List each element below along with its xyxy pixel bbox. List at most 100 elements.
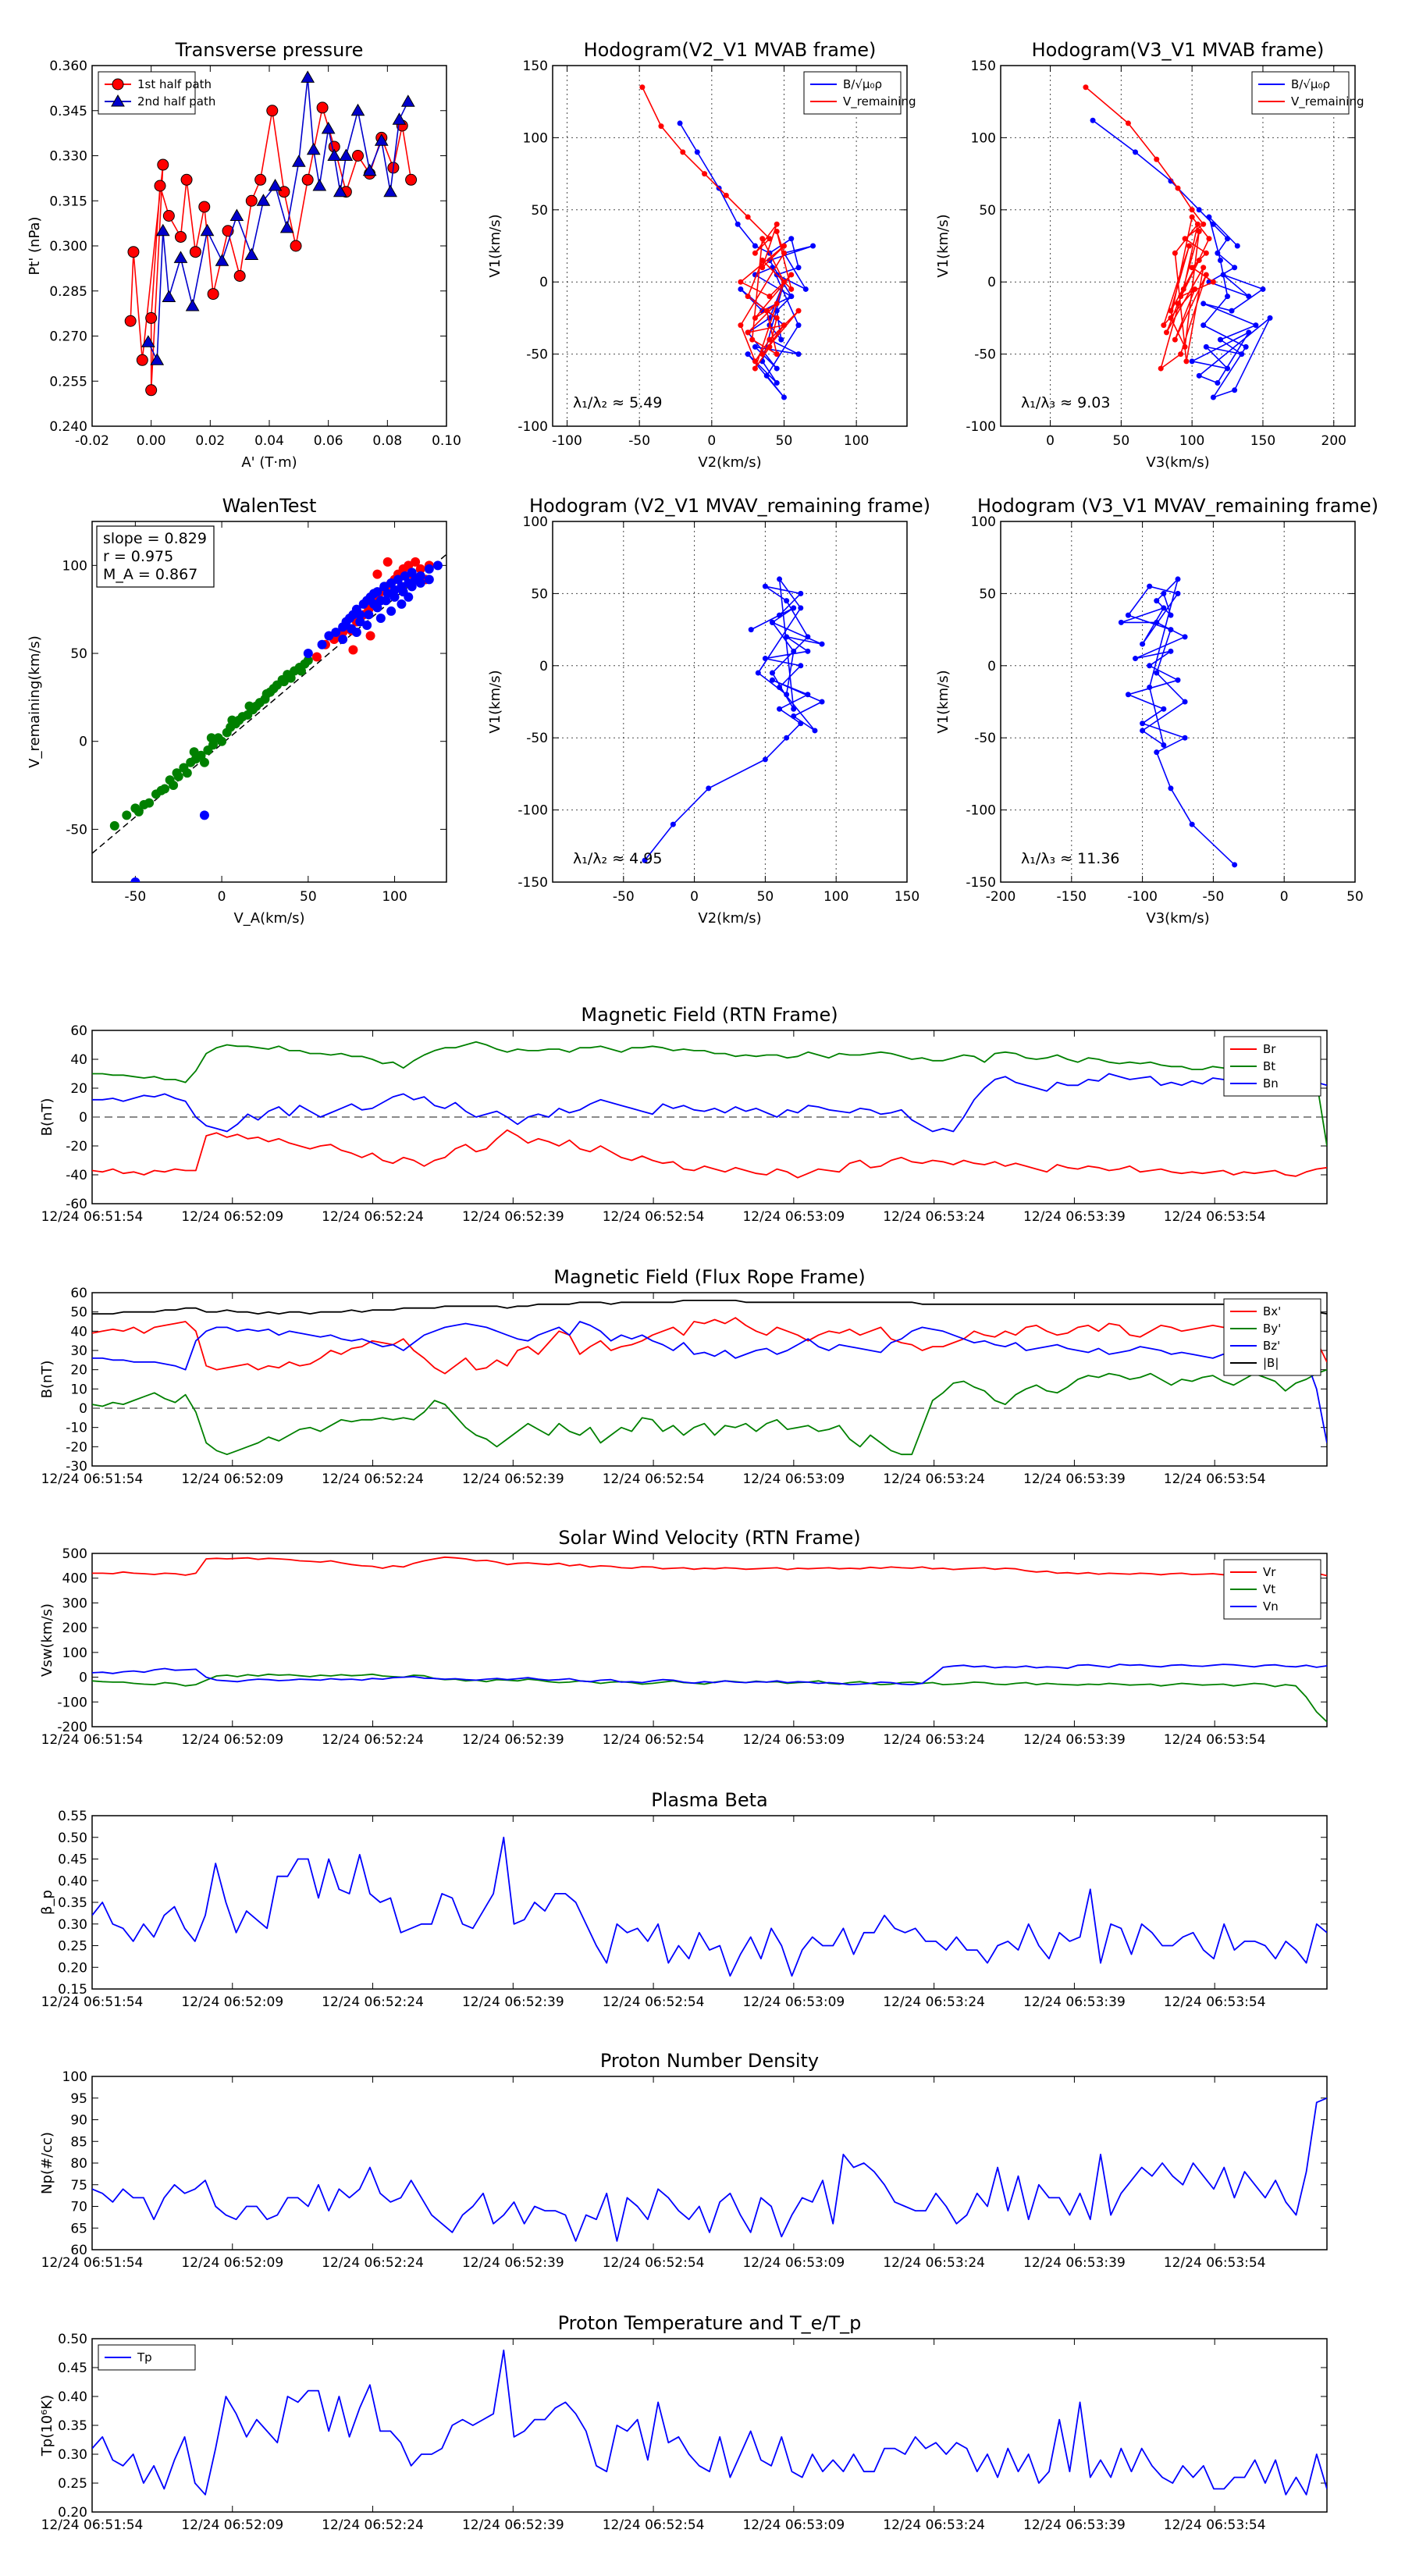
- point-V: [762, 756, 768, 763]
- data-layer: [1083, 84, 1273, 400]
- y-tick-label: 0.300: [49, 239, 87, 254]
- point-B/√μ₀ρ: [778, 336, 784, 343]
- scatter-point-blue: [415, 578, 425, 588]
- scatter-point-green: [196, 750, 206, 760]
- scatter-point-blue: [375, 613, 386, 623]
- point-B/√μ₀ρ: [1090, 117, 1096, 123]
- y-tick-label: 0.255: [49, 374, 87, 390]
- point-V_remaining: [702, 171, 708, 177]
- scatter-point-green: [208, 740, 219, 750]
- y-tick-label: 0.35: [58, 2418, 87, 2434]
- series-line-V: [644, 578, 823, 861]
- scatter-point-blue: [389, 592, 400, 602]
- x-tick-label: 12/24 06:51:54: [41, 1471, 144, 1487]
- point-1st half path: [157, 158, 169, 171]
- x-tick-label: 12/24 06:53:39: [1023, 1994, 1126, 2010]
- scatter-point-blue: [397, 599, 407, 609]
- x-tick-label: 12/24 06:51:54: [41, 2255, 144, 2271]
- point-1st half path: [352, 150, 364, 162]
- scatter-point-blue: [130, 877, 140, 882]
- x-tick-label: 0.08: [372, 433, 402, 449]
- point-V_remaining: [1158, 365, 1164, 372]
- y-tick-label: 95: [70, 2091, 87, 2107]
- scatter-point-green: [172, 768, 182, 778]
- y-tick-label: 0.30: [58, 1917, 87, 1933]
- y-tick-label: 0.25: [58, 2476, 87, 2492]
- point-V: [798, 663, 804, 669]
- point-V: [1182, 699, 1188, 705]
- point-V_remaining: [767, 294, 773, 300]
- point-2nd half path: [392, 112, 407, 125]
- x-tick-label: 12/24 06:53:09: [742, 1471, 845, 1487]
- point-B/√μ₀ρ: [1225, 236, 1231, 242]
- point-V_remaining: [1175, 301, 1181, 307]
- point-V: [1175, 677, 1181, 683]
- point-1st half path: [162, 210, 175, 222]
- data-layer: [124, 70, 418, 397]
- plot-frame: [91, 1553, 1328, 1727]
- point-B/√μ₀ρ: [745, 351, 751, 358]
- chart-h3: -150 -100 -50 0 50 100 -50 0 50 100 150 Hodogram (V…: [487, 495, 930, 927]
- y-tick-label: 0.345: [49, 104, 87, 119]
- point-V: [1189, 821, 1195, 827]
- point-2nd half path: [383, 184, 397, 197]
- x-tick-label: 12/24 06:53:24: [883, 2517, 985, 2533]
- y-tick-label: 50: [979, 586, 996, 602]
- y-tick-label: -50: [66, 822, 87, 838]
- point-2nd half path: [339, 148, 354, 161]
- y-tick-label: -50: [526, 731, 548, 746]
- y-tick-label: -10: [66, 1421, 87, 1436]
- stats-line: M_A = 0.867: [103, 566, 197, 583]
- point-2nd half path: [229, 208, 244, 221]
- chart-ts_np: 60 65 70 75 80 85 90 95 100 12/24 06:51:54 12/24 0…: [39, 2050, 1328, 2271]
- legend-label: B/√μ₀ρ: [843, 77, 882, 91]
- point-V_remaining: [767, 343, 773, 350]
- y-tick-label: -150: [966, 875, 996, 891]
- point-V_remaining: [1210, 279, 1216, 285]
- x-tick-label: -100: [1127, 889, 1158, 905]
- point-2nd half path: [321, 121, 336, 134]
- plot-frame: [91, 2076, 1328, 2250]
- y-tick-label: 0: [539, 659, 548, 674]
- y-tick-label: 0.330: [49, 149, 87, 165]
- y-tick-label: 50: [979, 203, 996, 219]
- x-tick-label: 12/24 06:51:54: [41, 1209, 144, 1225]
- point-B/√μ₀ρ: [1196, 372, 1202, 379]
- point-1st half path: [301, 173, 314, 186]
- legend: Vr Vt Vn: [1223, 1559, 1321, 1620]
- point-B/√μ₀ρ: [795, 265, 802, 271]
- y-tick-label: -20: [66, 1439, 87, 1455]
- point-V: [1125, 612, 1131, 618]
- y-tick-label: 10: [70, 1382, 87, 1397]
- x-tick-label: 12/24 06:52:39: [462, 1994, 564, 2010]
- point-B/√μ₀ρ: [1246, 294, 1252, 300]
- point-2nd half path: [150, 353, 165, 365]
- point-B/√μ₀ρ: [1210, 221, 1216, 227]
- x-tick-label: 12/24 06:53:54: [1164, 2255, 1266, 2271]
- x-tick-label: 150: [1250, 433, 1275, 449]
- point-V_remaining: [788, 272, 795, 278]
- point-V: [769, 670, 775, 676]
- chart-h2: -100 -50 0 50 100 150 0 50 100 150 200 Hodogram(V3_…: [935, 39, 1364, 471]
- y-axis-label: β_p: [39, 1890, 55, 1915]
- data-layer: [92, 1556, 1327, 1723]
- point-V_remaining: [774, 351, 780, 358]
- point-V_remaining: [752, 358, 758, 365]
- x-tick-label: 12/24 06:52:09: [181, 1732, 283, 1748]
- point-V_remaining: [1161, 322, 1167, 329]
- chart-ts_vel: -200 -100 0 100 200 300 400 500 12/24 06:51:54 12…: [39, 1527, 1328, 1748]
- point-V_remaining: [1168, 308, 1174, 314]
- point-V: [1175, 590, 1181, 596]
- stats-line: slope = 0.829: [103, 530, 207, 547]
- scatter-point-green: [169, 781, 179, 791]
- scatter-point-red: [311, 652, 322, 662]
- y-tick-label: 0.270: [49, 329, 87, 345]
- chart-ts_tp: 0.20 0.25 0.30 0.35 0.40 0.45 0.50 12/24 06:51:…: [39, 2312, 1328, 2533]
- scatter-point-blue: [407, 568, 417, 578]
- scatter-point-blue: [400, 571, 410, 581]
- scatter-point-red: [415, 564, 425, 574]
- y-axis-label: V_remaining(km/s): [27, 635, 43, 768]
- legend-label: Bx': [1263, 1304, 1281, 1318]
- point-V_remaining: [1196, 229, 1202, 235]
